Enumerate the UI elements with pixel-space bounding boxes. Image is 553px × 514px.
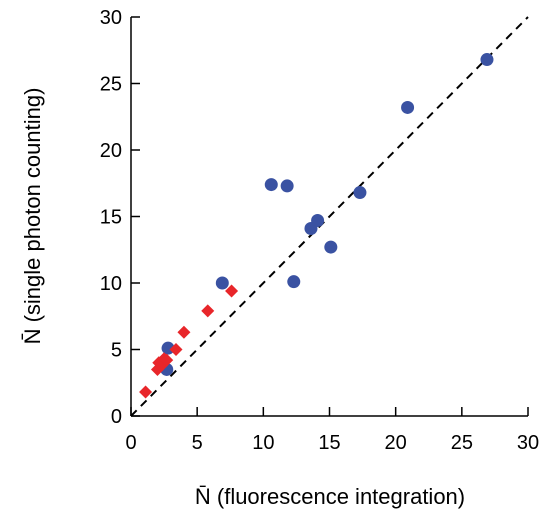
- data-point-circle: [264, 178, 278, 192]
- data-point-diamond: [201, 304, 215, 318]
- y-tick-label: 0: [111, 406, 122, 428]
- y-tick-label: 5: [111, 340, 122, 362]
- y-tick-label: 25: [100, 74, 122, 96]
- x-axis-label: N̄ (fluorescence integration): [195, 484, 465, 509]
- data-point-circle: [480, 53, 494, 67]
- data-point-diamond: [160, 353, 174, 367]
- y-tick-label: 10: [100, 273, 122, 295]
- data-point-circle: [311, 213, 325, 227]
- y-tick-label: 30: [100, 7, 122, 29]
- x-tick-label: 25: [451, 432, 473, 454]
- x-tick-label: 20: [385, 432, 407, 454]
- data-point-circle: [287, 275, 301, 289]
- reference-line: [130, 16, 529, 417]
- data-point-diamond: [139, 385, 153, 399]
- data-point-circle: [324, 240, 338, 254]
- data-point-circle: [353, 186, 367, 200]
- x-tick-label: 15: [318, 432, 340, 454]
- data-point-diamond: [177, 325, 191, 339]
- data-point-diamond: [225, 284, 239, 298]
- data-point-circle: [161, 341, 175, 355]
- y-axis-label: N̄ (single photon counting): [20, 88, 45, 345]
- data-point-diamond: [169, 343, 183, 356]
- plot-area: 0 5 10 15 20 25 30 0 5 10 15 20 25 30: [100, 7, 539, 454]
- y-tick-label: 20: [100, 140, 122, 162]
- y-tick-label: 15: [100, 207, 122, 229]
- data-point-circle: [401, 100, 415, 114]
- data-point-circle: [215, 276, 229, 290]
- x-tick-label: 0: [125, 432, 136, 454]
- data-point-circle: [280, 179, 294, 193]
- x-tick-label: 5: [192, 432, 203, 454]
- x-tick-label: 30: [517, 432, 539, 454]
- x-tick-label: 10: [252, 432, 274, 454]
